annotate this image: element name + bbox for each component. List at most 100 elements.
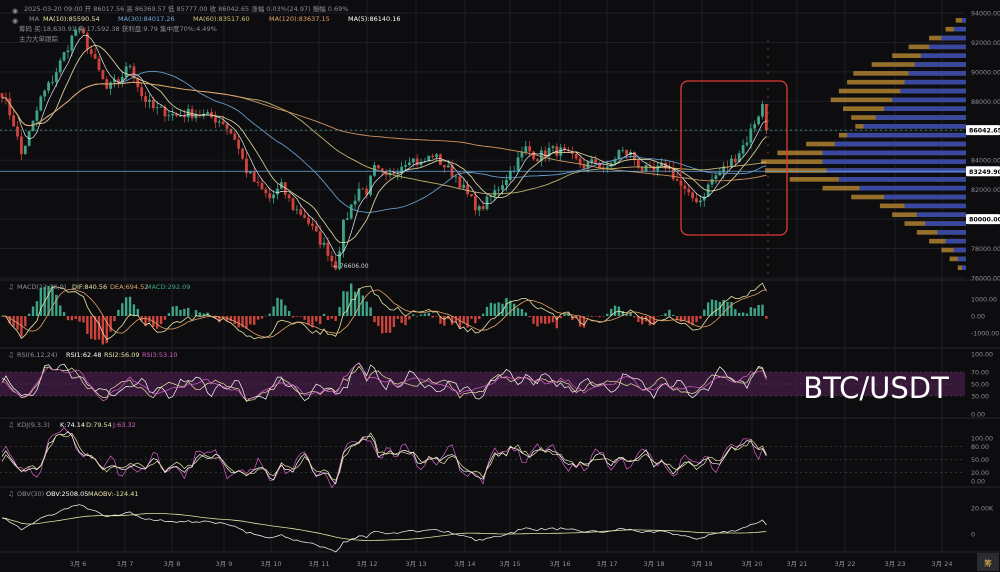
macd-histogram-bar [423,313,427,316]
macd-histogram-bar [609,308,613,316]
macd-histogram-bar [447,316,450,320]
candle-body [462,184,466,188]
macd-histogram-bar [322,313,326,316]
candle-body [427,155,431,162]
candle-body [528,146,532,152]
candle-body [51,81,54,83]
candle-body [283,182,287,195]
eye-icon[interactable]: ◉ [12,17,18,25]
macd-histogram-bar [318,316,322,325]
candle-body [66,50,70,53]
macd-histogram-bar [171,306,174,316]
candle-body [221,121,225,125]
candle-body [171,113,175,116]
macd-histogram-bar [734,309,737,316]
candle-body [384,171,388,176]
macd-histogram-bar [384,316,388,333]
macd-histogram-bar [245,316,248,329]
volume-profile-bar [920,53,966,58]
macd-histogram-bar [586,315,590,317]
macd-histogram-bar [237,316,240,328]
macd-histogram-bar [276,297,279,316]
time-tick-label: 3月 16 [550,560,571,568]
macd-histogram-bar [516,307,520,316]
macd-histogram-bar [31,306,35,316]
rsi-axis-label: 30.00 [971,394,989,401]
macd-histogram-bar [745,313,749,316]
candle-body [23,145,27,154]
chip-toggle-label[interactable]: 筹 [984,558,992,568]
candle-body [132,66,136,79]
time-axis[interactable]: 3月 6 3月 7 3月 8 3月 9 3月 10 3月 11 3月 12 3月 13 3月 1… [70,560,953,568]
candle-body [124,66,128,78]
macd-histogram-bar [555,316,559,329]
ma-line [1,44,767,244]
macd-histogram-bar [214,316,217,319]
obv-bell-icon[interactable]: ♫ [8,490,14,498]
macd-histogram-bar [563,313,566,316]
candle-body [159,106,163,108]
candle-body [322,242,326,245]
macd-histogram-bar [124,297,128,316]
kdj-axis-label: 0.00 [971,479,985,486]
candle-body [516,157,520,171]
chip-toggle-button[interactable] [977,553,999,571]
candle-body [268,193,272,199]
candle-body [70,35,74,51]
macd-histogram-bar [675,316,679,321]
macd-histogram-bar [260,316,264,319]
candle-body [687,188,691,193]
macd-histogram-bar [551,316,555,323]
macd-histogram-bar [59,305,62,316]
time-tick-label: 3月 17 [597,560,618,568]
macd-histogram-bar [497,302,500,316]
price-axis[interactable]: 94000.0092000.0090000.0088000.0086000.00… [966,11,1000,283]
candle-body [140,87,144,97]
candle-body [287,194,291,199]
macd-histogram-bar [86,316,89,334]
symbol-watermark: BTC/USDT [803,371,949,405]
volume-profile-bar [925,221,966,226]
candle-body [248,171,252,174]
obv-line [1,504,767,553]
candle-body [43,90,47,97]
macd-histogram-bar [132,304,136,316]
macd-histogram-bar [637,316,640,322]
macd-bell-icon[interactable]: ♫ [8,283,14,291]
macd-histogram-bar [27,313,31,316]
candle-body [186,108,190,118]
macd-histogram-bar [233,316,236,325]
candle-body [419,162,423,165]
candle-body [625,149,629,156]
macd-histogram-bar [602,316,605,317]
candle-body [761,104,764,117]
macd-histogram-bar [272,306,275,316]
ma-line [1,70,767,214]
eye-icon[interactable]: ◉ [12,7,18,15]
rsi-bell-icon[interactable]: ♫ [8,351,14,359]
kdj-bell-icon[interactable]: ♫ [8,421,14,429]
ma10-value: MA(10):85590.54 [43,15,100,23]
macd-histogram-bar [109,316,112,332]
macd-histogram-bar [144,316,147,327]
price-tick-label: 94000.00 [971,11,1000,18]
macd-histogram-bar [478,316,481,320]
candle-body [225,124,229,129]
rsi-title: RSI(6,12,24) [17,351,57,359]
rsi1-value: RSI1:62.48 [66,351,102,359]
macd-histogram-bar [121,303,124,316]
obv-axis-label: 0 [971,532,975,539]
candle-body [489,196,493,198]
macd-histogram-bar [388,316,392,333]
candle-body [590,159,594,163]
candle-body [361,188,365,190]
macd-histogram-bar [765,316,768,319]
macd-histogram-bar [656,316,659,317]
candle-body [640,167,644,171]
macd-histogram-bar [66,316,70,321]
macd-histogram-bar [221,316,225,318]
candle-body [252,171,256,182]
macd-histogram-bar [12,316,15,327]
volume-profile-bar [900,88,966,94]
